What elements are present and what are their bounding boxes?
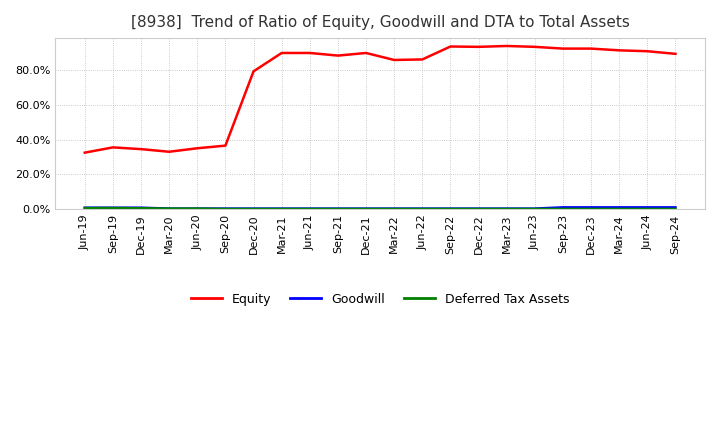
Line: Deferred Tax Assets: Deferred Tax Assets xyxy=(85,208,675,209)
Goodwill xyxy=(221,206,230,211)
Equity xyxy=(671,51,680,56)
Equity xyxy=(333,53,342,58)
Goodwill xyxy=(109,205,117,210)
Deferred Tax Assets xyxy=(503,206,511,212)
Deferred Tax Assets xyxy=(643,206,652,212)
Equity xyxy=(446,44,455,49)
Equity xyxy=(587,46,595,51)
Goodwill xyxy=(531,206,539,211)
Goodwill xyxy=(503,206,511,211)
Deferred Tax Assets xyxy=(446,206,455,212)
Goodwill xyxy=(671,205,680,210)
Goodwill xyxy=(81,205,89,210)
Deferred Tax Assets xyxy=(531,206,539,212)
Equity xyxy=(418,57,427,62)
Legend: Equity, Goodwill, Deferred Tax Assets: Equity, Goodwill, Deferred Tax Assets xyxy=(186,288,575,311)
Deferred Tax Assets xyxy=(361,206,370,212)
Deferred Tax Assets xyxy=(390,206,398,212)
Goodwill xyxy=(193,206,202,211)
Goodwill xyxy=(559,205,567,210)
Equity xyxy=(643,48,652,54)
Equity xyxy=(503,43,511,48)
Deferred Tax Assets xyxy=(137,205,145,211)
Deferred Tax Assets xyxy=(109,205,117,211)
Deferred Tax Assets xyxy=(474,206,483,212)
Deferred Tax Assets xyxy=(615,206,624,212)
Deferred Tax Assets xyxy=(81,205,89,211)
Equity xyxy=(165,149,174,154)
Line: Goodwill: Goodwill xyxy=(85,207,675,209)
Goodwill xyxy=(643,205,652,210)
Equity xyxy=(390,57,398,62)
Goodwill xyxy=(305,206,314,211)
Line: Equity: Equity xyxy=(85,46,675,153)
Deferred Tax Assets xyxy=(333,206,342,212)
Deferred Tax Assets xyxy=(587,206,595,212)
Deferred Tax Assets xyxy=(418,206,427,212)
Equity xyxy=(137,147,145,152)
Equity xyxy=(474,44,483,49)
Equity xyxy=(559,46,567,51)
Deferred Tax Assets xyxy=(249,206,258,212)
Equity xyxy=(221,143,230,148)
Deferred Tax Assets xyxy=(305,206,314,212)
Goodwill xyxy=(333,206,342,211)
Goodwill xyxy=(615,205,624,210)
Goodwill xyxy=(361,206,370,211)
Equity xyxy=(361,50,370,55)
Equity xyxy=(249,69,258,74)
Deferred Tax Assets xyxy=(165,206,174,211)
Goodwill xyxy=(418,206,427,211)
Equity xyxy=(615,48,624,53)
Goodwill xyxy=(446,206,455,211)
Goodwill xyxy=(390,206,398,211)
Equity xyxy=(305,50,314,55)
Equity xyxy=(81,150,89,155)
Deferred Tax Assets xyxy=(193,206,202,211)
Deferred Tax Assets xyxy=(221,206,230,212)
Deferred Tax Assets xyxy=(671,206,680,212)
Equity xyxy=(277,50,286,55)
Goodwill xyxy=(165,206,174,211)
Goodwill xyxy=(137,205,145,210)
Equity xyxy=(193,146,202,151)
Deferred Tax Assets xyxy=(559,206,567,212)
Goodwill xyxy=(277,206,286,211)
Equity xyxy=(531,44,539,49)
Deferred Tax Assets xyxy=(277,206,286,212)
Goodwill xyxy=(474,206,483,211)
Goodwill xyxy=(587,205,595,210)
Goodwill xyxy=(249,206,258,211)
Equity xyxy=(109,145,117,150)
Title: [8938]  Trend of Ratio of Equity, Goodwill and DTA to Total Assets: [8938] Trend of Ratio of Equity, Goodwil… xyxy=(131,15,629,30)
